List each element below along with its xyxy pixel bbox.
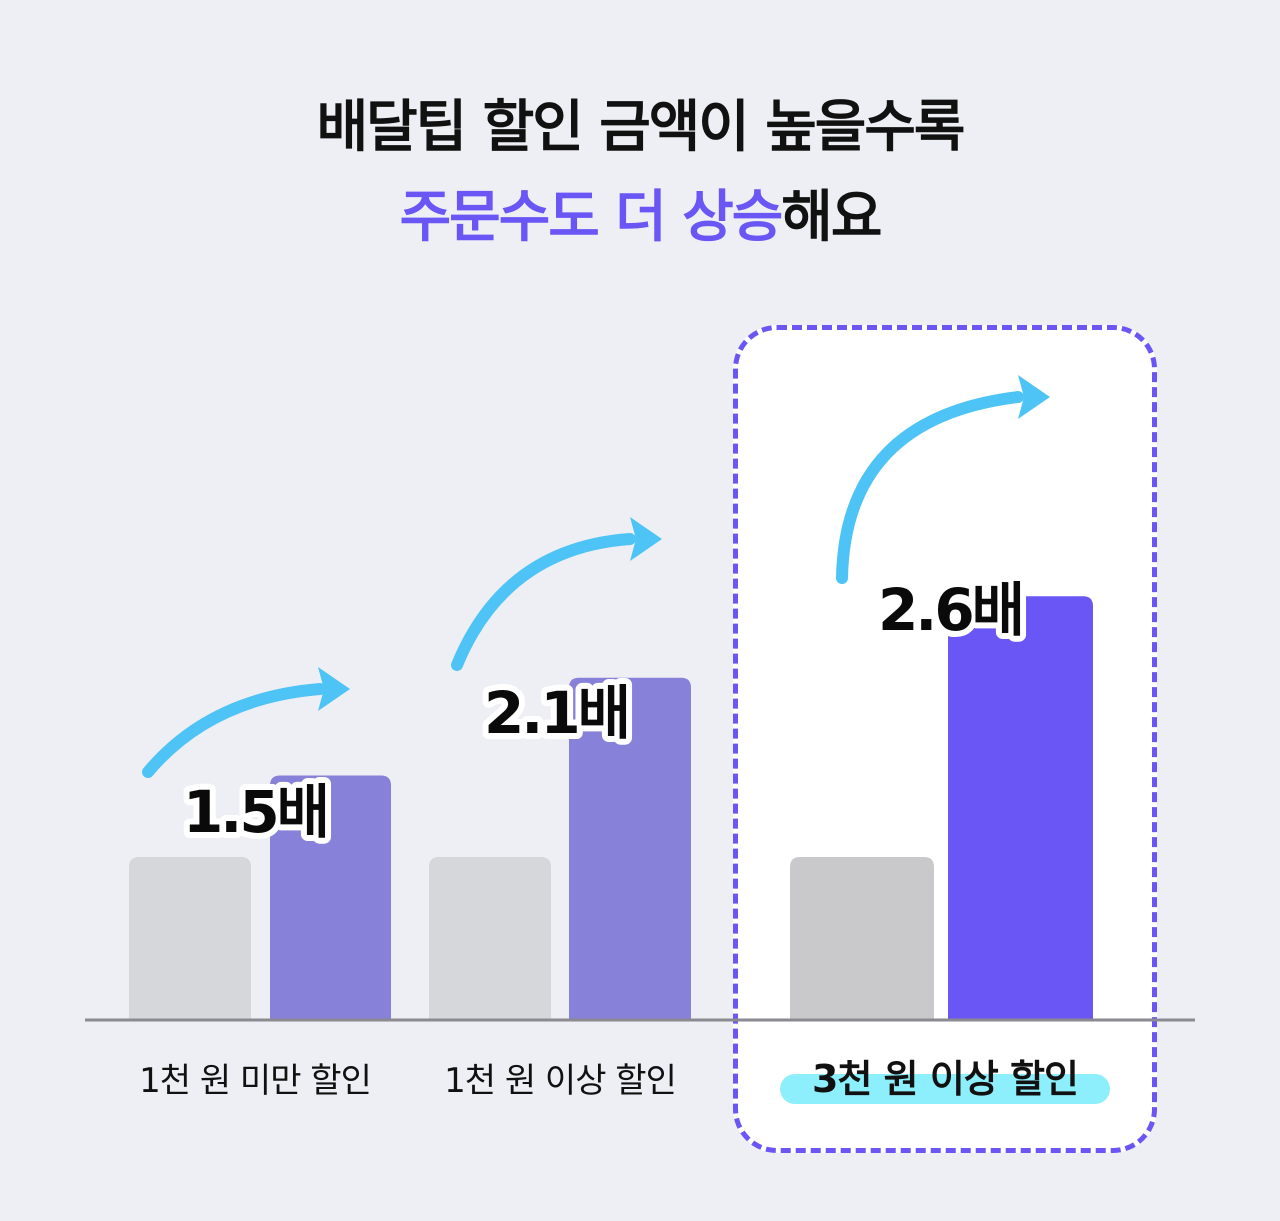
category-label-highlight: [780, 1074, 1110, 1104]
title-rest: 해요: [781, 185, 882, 250]
category-label: 3천 원 이상 할인: [812, 1057, 1078, 1101]
growth-arrowhead: [630, 517, 662, 561]
growth-arrowhead: [1018, 375, 1050, 419]
bar-base: [429, 857, 551, 1020]
category-label: 1천 원 이상 할인: [444, 1061, 676, 1101]
growth-arrowhead: [318, 667, 350, 711]
title-line-2: 주문수도 더 상승해요: [0, 172, 1280, 253]
bar-discount: [270, 775, 391, 1020]
growth-arrow: [451, 533, 636, 671]
data-label: 2.1배: [484, 679, 628, 747]
category-label: 1천 원 미만 할인: [139, 1061, 371, 1101]
title-line-1: 배달팁 할인 금액이 높을수록: [316, 95, 966, 160]
growth-arrow: [836, 391, 1024, 584]
title-accent: 주문수도 더 상승: [399, 185, 784, 250]
bar-base: [790, 857, 934, 1020]
bar-discount: [569, 677, 691, 1020]
bar-base: [129, 857, 251, 1020]
growth-arrow: [142, 683, 326, 778]
data-label: 2.6배: [878, 576, 1022, 644]
bar-discount: [948, 596, 1093, 1020]
data-label: 1.5배: [183, 778, 327, 846]
